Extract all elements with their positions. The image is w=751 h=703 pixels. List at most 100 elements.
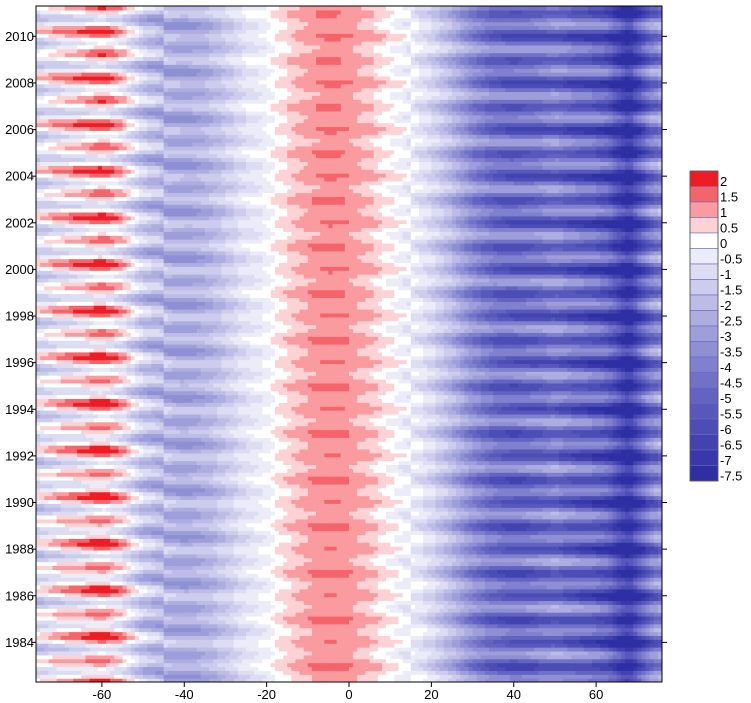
heatmap-cell	[357, 557, 362, 563]
heatmap-cell	[246, 639, 251, 644]
heatmap-cell	[604, 588, 610, 594]
heatmap-cell	[307, 650, 313, 656]
heatmap-cell	[505, 650, 511, 656]
heatmap-cell	[464, 600, 470, 605]
heatmap-cell	[641, 643, 647, 648]
heatmap-cell	[616, 647, 622, 652]
heatmap-cell	[431, 666, 437, 671]
heatmap-cell	[200, 631, 206, 636]
heatmap-cell	[447, 627, 453, 633]
heatmap-cell	[233, 612, 239, 617]
heatmap-cell	[431, 643, 437, 648]
heatmap-cell	[283, 600, 288, 605]
heatmap-cell	[299, 678, 305, 682]
heatmap-cell	[118, 584, 124, 590]
heatmap-cell	[550, 612, 556, 617]
heatmap-cell	[612, 561, 618, 567]
heatmap-cell	[468, 604, 474, 609]
heatmap-cell	[97, 569, 103, 574]
heatmap-cell	[274, 584, 280, 590]
heatmap-cell	[143, 580, 148, 586]
heatmap-cell	[295, 615, 301, 621]
heatmap-cell	[73, 619, 78, 625]
heatmap-cell	[641, 612, 647, 617]
heatmap-cell	[278, 658, 284, 664]
heatmap-cell	[377, 580, 383, 586]
heatmap-cell	[419, 643, 424, 648]
heatmap-cell	[373, 604, 379, 609]
heatmap-cell	[451, 615, 457, 621]
heatmap-cell	[538, 604, 544, 609]
heatmap-cell	[394, 553, 400, 559]
heatmap-cell	[439, 674, 445, 679]
heatmap-cell	[176, 654, 181, 660]
heatmap-cell	[616, 569, 622, 574]
heatmap-cell	[110, 553, 115, 559]
heatmap-cell	[266, 569, 272, 574]
heatmap-cell	[130, 650, 136, 656]
heatmap-cell	[295, 577, 301, 582]
heatmap-cell	[311, 650, 317, 656]
heatmap-cell	[587, 627, 593, 633]
heatmap-cell	[73, 670, 78, 675]
heatmap-cell	[447, 600, 453, 605]
heatmap-cell	[637, 580, 643, 586]
heatmap-cell	[591, 631, 597, 636]
heatmap-cell	[237, 654, 243, 660]
heatmap-cell	[513, 553, 519, 559]
heatmap-cell	[147, 658, 152, 664]
heatmap-cell	[443, 584, 449, 590]
heatmap-cell	[130, 580, 136, 586]
heatmap-cell	[110, 647, 115, 652]
heatmap-cell	[414, 592, 420, 598]
heatmap-cell	[645, 647, 651, 652]
heatmap-cell	[476, 588, 482, 594]
heatmap-cell	[208, 573, 214, 578]
heatmap-cell	[377, 623, 383, 629]
heatmap-cell	[637, 678, 643, 682]
heatmap-cell	[340, 608, 346, 613]
heatmap-cell	[332, 604, 338, 609]
heatmap-cell	[653, 658, 659, 664]
heatmap-cell	[283, 619, 288, 625]
heatmap-cell	[476, 627, 482, 633]
heatmap-cell	[567, 573, 572, 578]
heatmap-cell	[596, 670, 601, 675]
heatmap-cell	[192, 580, 198, 586]
heatmap-cell	[583, 639, 589, 644]
heatmap-cell	[196, 592, 202, 598]
heatmap-cell	[93, 674, 99, 679]
heatmap-cell	[40, 635, 45, 640]
heatmap-cell	[583, 650, 589, 656]
heatmap-cell	[60, 650, 66, 656]
heatmap-cell	[299, 647, 305, 652]
heatmap-cell	[357, 584, 362, 590]
heatmap-cell	[554, 592, 560, 598]
heatmap-cell	[278, 662, 284, 668]
heatmap-cell	[394, 573, 400, 578]
heatmap-cell	[336, 631, 342, 636]
heatmap-cell	[377, 596, 383, 602]
heatmap-cell	[526, 553, 531, 559]
heatmap-cell	[369, 650, 375, 656]
heatmap-cell	[126, 600, 132, 605]
heatmap-cell	[493, 553, 498, 559]
heatmap-cell	[517, 623, 523, 629]
heatmap-cell	[291, 612, 297, 617]
heatmap-cell	[311, 565, 317, 570]
heatmap-cell	[114, 666, 119, 671]
heatmap-cell	[349, 557, 354, 563]
heatmap-cell	[241, 623, 247, 629]
heatmap-cell	[489, 592, 494, 598]
heatmap-cell	[349, 650, 354, 656]
heatmap-cell	[81, 635, 87, 640]
heatmap-cell	[324, 650, 330, 656]
heatmap-cell	[423, 557, 428, 563]
heatmap-cell	[567, 654, 572, 660]
heatmap-cell	[509, 631, 515, 636]
heatmap-cell	[287, 561, 292, 567]
heatmap-cell	[217, 678, 222, 682]
heatmap-cell	[151, 565, 157, 570]
heatmap-cell	[320, 627, 325, 633]
heatmap-cell	[505, 592, 511, 598]
